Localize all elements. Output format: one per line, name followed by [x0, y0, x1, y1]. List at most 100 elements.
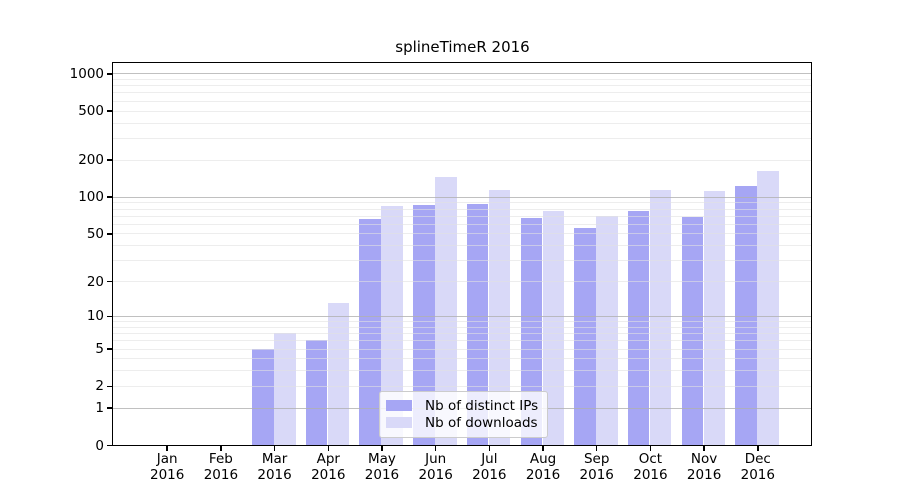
- gridline-40: [113, 245, 811, 247]
- bar-mar-ips: [252, 348, 274, 445]
- y-tick-label-1: 1: [95, 400, 104, 417]
- gridline-5: [113, 348, 811, 350]
- gridline-90: [113, 202, 811, 204]
- gridline-60: [113, 223, 811, 225]
- x-label-year: 2016: [579, 466, 614, 483]
- bar-jul-ips: [466, 203, 489, 445]
- x-label-month: Sep: [583, 451, 610, 467]
- x-label-year: 2016: [364, 466, 400, 483]
- x-tick-label-dec: Dec 2016: [726, 451, 790, 483]
- y-tick-label-0: 0: [95, 437, 104, 454]
- gridline-20: [113, 281, 811, 283]
- x-tick-label-jul: Jul 2016: [457, 451, 521, 483]
- bar-sep-ips: [574, 228, 596, 445]
- x-tick-jan: [166, 446, 168, 451]
- x-tick-may: [381, 446, 383, 451]
- x-label-year: 2016: [150, 466, 185, 483]
- x-label-month: Jan: [156, 451, 178, 467]
- bar-nov-ips: [681, 217, 704, 445]
- x-tick-apr: [327, 446, 330, 451]
- x-label-month: Mar: [261, 451, 288, 467]
- y-tick-label-20: 20: [86, 273, 104, 290]
- x-tick-label-jun: Jun 2016: [404, 451, 468, 483]
- bar-apr-ips: [305, 340, 328, 445]
- gridline-70: [113, 215, 811, 217]
- legend-label: Nb of distinct IPs: [425, 397, 539, 414]
- x-label-year: 2016: [418, 466, 453, 483]
- y-tick-label-10: 10: [86, 308, 104, 325]
- y-tick-label-2: 2: [95, 378, 104, 395]
- y-tick-label-200: 200: [78, 152, 104, 169]
- bar-may-downloads: [381, 206, 403, 445]
- x-label-year: 2016: [472, 466, 507, 483]
- x-tick-mar: [273, 446, 276, 451]
- y-tick-5: [107, 348, 112, 350]
- y-tick-label-1000: 1000: [69, 65, 104, 82]
- y-tick-500: [107, 110, 112, 112]
- x-tick-jun: [434, 446, 437, 451]
- y-tick-1000: [107, 73, 112, 75]
- x-tick-label-oct: Oct 2016: [618, 451, 682, 483]
- bar-dec-downloads: [757, 171, 779, 445]
- y-tick-200: [107, 159, 112, 161]
- gridline-9: [113, 321, 811, 323]
- bar-apr-downloads: [327, 303, 350, 445]
- x-tick-label-nov: Nov 2016: [672, 451, 736, 483]
- gridline-7: [113, 333, 811, 335]
- plot-area: [112, 62, 812, 446]
- x-tick-label-feb: Feb 2016: [189, 451, 253, 483]
- gridline-30: [113, 260, 811, 262]
- bar-jul-downloads: [488, 190, 511, 445]
- x-label-year: 2016: [525, 466, 561, 483]
- chart-title: splineTimeR 2016: [395, 38, 530, 56]
- x-tick-label-mar: Mar 2016: [243, 451, 307, 483]
- x-label-year: 2016: [257, 466, 292, 483]
- y-tick-label-100: 100: [78, 189, 104, 206]
- gridline-4: [113, 358, 811, 360]
- gridline-400: [113, 122, 811, 124]
- gridline-6: [113, 340, 811, 342]
- x-label-month: Apr: [316, 451, 340, 467]
- gridline-200: [113, 159, 811, 161]
- gridline-80: [113, 208, 811, 210]
- x-tick-feb: [220, 446, 222, 451]
- legend: Nb of distinct IPs Nb of downloads: [379, 391, 549, 438]
- bar-nov-downloads: [703, 191, 726, 445]
- y-tick-label-50: 50: [86, 225, 104, 242]
- bar-mar-downloads: [274, 333, 296, 445]
- x-tick-label-aug: Aug 2016: [511, 451, 575, 483]
- gridline-8: [113, 326, 811, 328]
- x-tick-label-apr: Apr 2016: [296, 451, 360, 483]
- gridline-100: [113, 196, 811, 198]
- bar-aug-ips: [520, 218, 543, 445]
- bar-dec-ips: [735, 186, 757, 445]
- legend-swatch-ips: [386, 400, 412, 411]
- bar-jun-downloads: [435, 176, 457, 445]
- x-label-month: Aug: [529, 451, 557, 467]
- x-tick-label-may: May 2016: [350, 451, 414, 483]
- x-tick-label-jan: Jan 2016: [135, 451, 199, 483]
- x-label-month: Dec: [744, 451, 771, 467]
- x-label-month: May: [367, 451, 396, 467]
- gridline-10: [113, 315, 811, 317]
- y-tick-2: [107, 385, 112, 388]
- legend-item-ips: Nb of distinct IPs: [386, 397, 538, 414]
- x-tick-nov: [703, 446, 705, 451]
- y-tick-20: [107, 280, 112, 283]
- x-label-year: 2016: [740, 466, 775, 483]
- bar-oct-downloads: [649, 190, 672, 445]
- gridline-50: [113, 233, 811, 235]
- x-label-month: Feb: [208, 451, 233, 467]
- x-tick-jul: [488, 446, 491, 451]
- gridline-800: [113, 85, 811, 87]
- x-label-month: Jun: [425, 451, 447, 467]
- x-label-year: 2016: [311, 466, 346, 483]
- bar-jun-ips: [413, 205, 435, 445]
- x-tick-sep: [595, 446, 598, 451]
- y-tick-label-500: 500: [78, 103, 104, 120]
- x-label-month: Oct: [638, 451, 663, 467]
- y-tick-100: [107, 196, 112, 198]
- y-tick-0: [107, 444, 112, 447]
- gridline-500: [113, 110, 811, 112]
- gridline-700: [113, 92, 811, 94]
